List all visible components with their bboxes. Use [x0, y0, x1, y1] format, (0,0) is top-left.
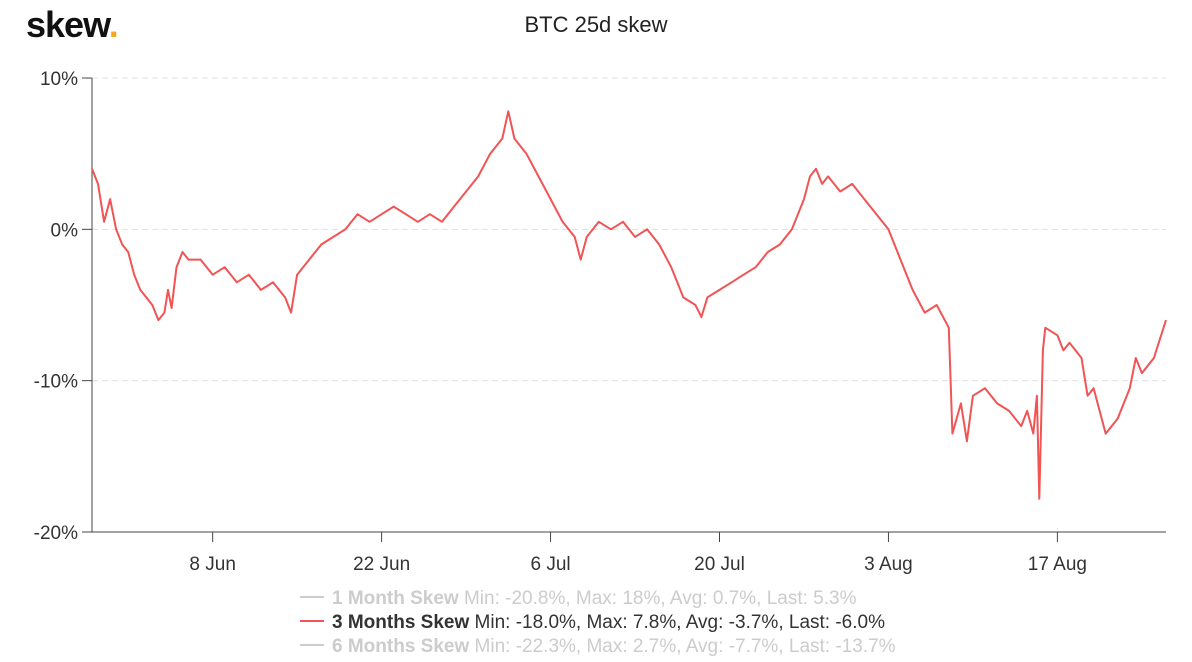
legend-swatch — [300, 595, 324, 598]
legend-item-6-months[interactable]: 6 Months Skew Min: -22.3%, Max: 2.7%, Av… — [300, 636, 896, 658]
skew-logo: skew. — [26, 4, 119, 45]
x-tick-label: 3 Aug — [864, 554, 913, 575]
legend-swatch — [300, 619, 324, 622]
series-line-3-months-skew[interactable] — [91, 110, 1167, 500]
axes — [91, 78, 1166, 533]
legend-item-3-months[interactable]: 3 Months Skew Min: -18.0%, Max: 7.8%, Av… — [300, 612, 885, 634]
x-tick-label: 6 Jul — [530, 554, 570, 575]
x-tick-label: 17 Aug — [1028, 554, 1087, 575]
y-tick-label: 10% — [40, 69, 78, 90]
legend-item-1-month[interactable]: 1 Month Skew Min: -20.8%, Max: 18%, Avg:… — [300, 588, 856, 610]
x-tick-label: 22 Jun — [353, 554, 410, 575]
x-axis-ticks: 8 Jun 22 Jun 6 Jul 20 Jul 3 Aug 17 Aug — [189, 532, 1087, 575]
line-chart: 10% 0% -10% -20% 8 Jun 22 Jun 6 Jul 20 Jul 3 Au… — [34, 69, 1167, 575]
x-tick-label: 20 Jul — [694, 554, 745, 575]
gridlines — [92, 77, 1166, 382]
x-tick-label: 8 Jun — [189, 554, 235, 575]
y-axis-ticks: 10% 0% -10% -20% — [34, 69, 92, 544]
chart-title: BTC 25d skew — [524, 12, 668, 37]
y-tick-label: -20% — [34, 523, 78, 544]
series-lines — [91, 110, 1167, 500]
legend-swatch — [300, 643, 324, 646]
y-tick-label: 0% — [51, 220, 79, 241]
y-tick-label: -10% — [34, 372, 78, 393]
